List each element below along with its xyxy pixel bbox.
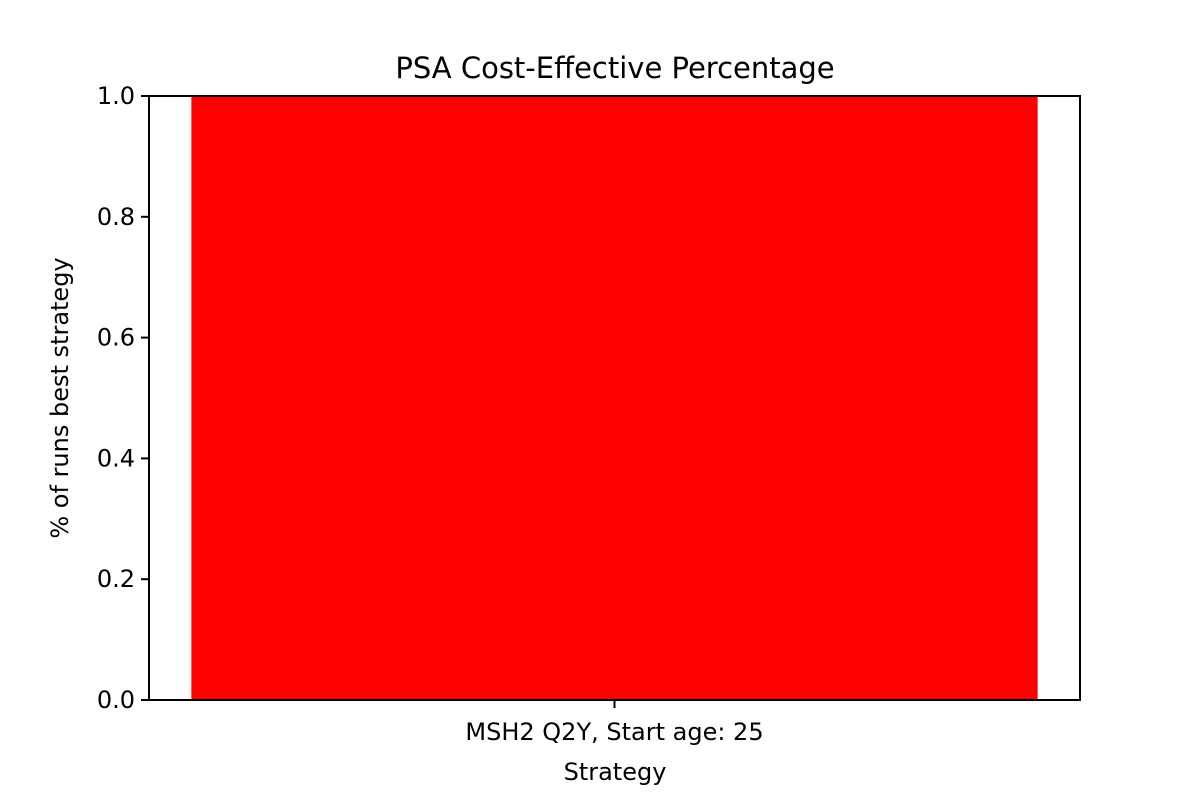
x-tick-label: MSH2 Q2Y, Start age: 25 — [465, 718, 763, 746]
plot-area — [191, 96, 1038, 700]
y-tick-label: 0.8 — [97, 203, 135, 231]
y-axis: 0.0 0.2 0.4 0.6 0.8 1.0 — [97, 82, 149, 714]
y-tick-label: 0.0 — [97, 686, 135, 714]
y-tick-label: 1.0 — [97, 82, 135, 110]
y-axis-label: % of runs best strategy — [46, 257, 74, 538]
bar — [191, 96, 1038, 700]
x-axis-label: Strategy — [564, 758, 667, 786]
y-tick-label: 0.2 — [97, 565, 135, 593]
x-axis: MSH2 Q2Y, Start age: 25 — [465, 700, 764, 746]
y-tick-label: 0.6 — [97, 324, 135, 352]
chart-title: PSA Cost-Effective Percentage — [395, 51, 834, 85]
y-tick-label: 0.4 — [97, 444, 135, 472]
